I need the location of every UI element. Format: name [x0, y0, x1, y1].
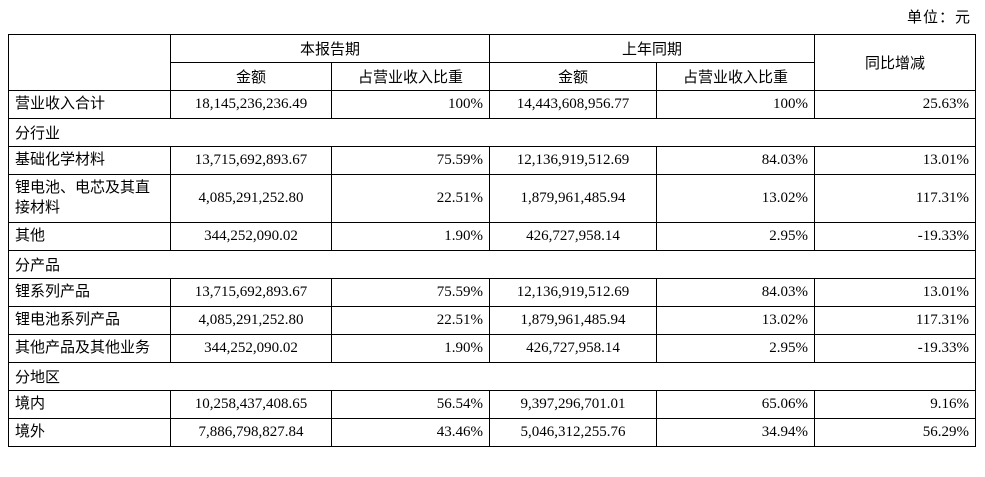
prior-amount-cell: 12,136,919,512.69 [489, 277, 658, 307]
current-amount-cell: 7,886,798,827.84 [170, 417, 332, 447]
yoy-change-cell: 117.31% [814, 174, 977, 223]
row-label: 其他产品及其他业务 [8, 333, 171, 363]
header-group-row: 本报告期 上年同期 同比增减 [8, 34, 977, 91]
yoy-change-cell: -19.33% [814, 333, 977, 363]
current-share-cell: 1.90% [330, 333, 491, 363]
section-row: 分行业 [7, 118, 977, 147]
current-amount-cell: 10,258,437,408.65 [170, 389, 332, 419]
section-label: 分行业 [7, 118, 977, 147]
data-row: 其他 344,252,090.02 1.90% 426,727,958.14 2.95%… [8, 221, 977, 251]
header-sub-row: 金额 占营业收入比重 金额 占营业收入比重 [9, 62, 976, 91]
prior-amount-cell: 1,879,961,485.94 [489, 305, 658, 335]
current-share-cell: 22.51% [330, 305, 491, 335]
prior-amount-cell: 426,727,958.14 [489, 221, 658, 251]
corner-cell [8, 34, 171, 91]
current-share-cell: 100% [330, 90, 491, 119]
prior-share-cell: 100% [656, 90, 816, 119]
current-amount-cell: 344,252,090.02 [170, 333, 332, 363]
current-amount-cell: 13,715,692,893.67 [170, 146, 332, 175]
current-share-cell: 1.90% [330, 221, 491, 251]
data-row: 境外 7,886,798,827.84 43.46% 5,046,312,255.76… [8, 417, 977, 447]
current-amount-header: 金额 [170, 62, 332, 91]
row-label: 锂系列产品 [8, 277, 171, 307]
prior-share-cell: 2.95% [656, 221, 816, 251]
data-row: 锂电池、电芯及其直接材料 4,085,291,252.80 22.51% 1,879,… [8, 174, 977, 223]
current-amount-cell: 18,145,236,236.49 [170, 90, 332, 119]
yoy-change-cell: 117.31% [814, 305, 977, 335]
section-row: 分地区 [7, 361, 977, 391]
section-row: 分产品 [7, 249, 977, 279]
current-share-cell: 43.46% [330, 417, 491, 447]
data-row: 基础化学材料 13,715,692,893.67 75.59% 12,136,919,… [8, 146, 977, 175]
row-label: 基础化学材料 [8, 146, 171, 175]
data-row: 营业收入合计 18,145,236,236.49 100% 14,443,608,95… [8, 90, 977, 119]
data-row: 境内 10,258,437,408.65 56.54% 9,397,296,701.0… [8, 389, 977, 419]
yoy-change-cell: 56.29% [814, 417, 977, 447]
section-label: 分产品 [7, 249, 977, 279]
prior-period-header: 上年同期 [489, 34, 816, 63]
prior-share-cell: 65.06% [656, 389, 816, 419]
current-share-cell: 22.51% [330, 174, 491, 223]
data-row: 其他产品及其他业务 344,252,090.02 1.90% 426,727,958.… [8, 333, 977, 363]
current-amount-cell: 4,085,291,252.80 [170, 305, 332, 335]
yoy-change-cell: 13.01% [814, 277, 977, 307]
current-share-header: 占营业收入比重 [330, 62, 491, 91]
prior-amount-cell: 14,443,608,956.77 [489, 90, 658, 119]
yoy-change-cell: 25.63% [814, 90, 977, 119]
prior-amount-cell: 1,879,961,485.94 [489, 174, 658, 223]
current-share-cell: 75.59% [330, 146, 491, 175]
prior-share-cell: 34.94% [656, 417, 816, 447]
yoy-header: 同比增减 [814, 34, 977, 91]
prior-share-cell: 13.02% [656, 174, 816, 223]
prior-share-cell: 84.03% [656, 277, 816, 307]
current-share-cell: 56.54% [330, 389, 491, 419]
row-label: 锂电池系列产品 [8, 305, 171, 335]
current-period-header: 本报告期 [169, 34, 491, 63]
yoy-change-cell: 9.16% [814, 389, 977, 419]
prior-amount-header: 金额 [489, 62, 658, 91]
row-label: 境外 [8, 417, 171, 447]
data-row: 锂电池系列产品 4,085,291,252.80 22.51% 1,879,961,4… [8, 305, 977, 335]
section-label: 分地区 [7, 361, 977, 391]
revenue-table: 本报告期 上年同期 同比增减 金额 占营业收入比重 金额 占营业收入比重 营业收… [7, 34, 977, 447]
prior-share-cell: 84.03% [656, 146, 816, 175]
row-label: 其他 [8, 221, 171, 251]
prior-amount-cell: 426,727,958.14 [489, 333, 658, 363]
yoy-change-cell: -19.33% [814, 221, 977, 251]
yoy-change-cell: 13.01% [814, 146, 977, 175]
prior-share-cell: 2.95% [656, 333, 816, 363]
current-amount-cell: 4,085,291,252.80 [170, 174, 332, 223]
data-row: 锂系列产品 13,715,692,893.67 75.59% 12,136,919,5… [8, 277, 977, 307]
current-amount-cell: 13,715,692,893.67 [170, 277, 332, 307]
prior-share-cell: 13.02% [656, 305, 816, 335]
row-label: 锂电池、电芯及其直接材料 [8, 174, 171, 223]
prior-share-header: 占营业收入比重 [656, 62, 816, 91]
row-label: 营业收入合计 [8, 90, 171, 119]
table-body: 营业收入合计 18,145,236,236.49 100% 14,443,608,95… [7, 90, 977, 447]
row-label: 境内 [8, 389, 171, 419]
unit-note: 单位：元 [906, 10, 971, 26]
prior-amount-cell: 12,136,919,512.69 [489, 146, 658, 175]
prior-amount-cell: 5,046,312,255.76 [489, 417, 658, 447]
current-amount-cell: 344,252,090.02 [170, 221, 332, 251]
prior-amount-cell: 9,397,296,701.01 [489, 389, 658, 419]
current-share-cell: 75.59% [330, 277, 491, 307]
